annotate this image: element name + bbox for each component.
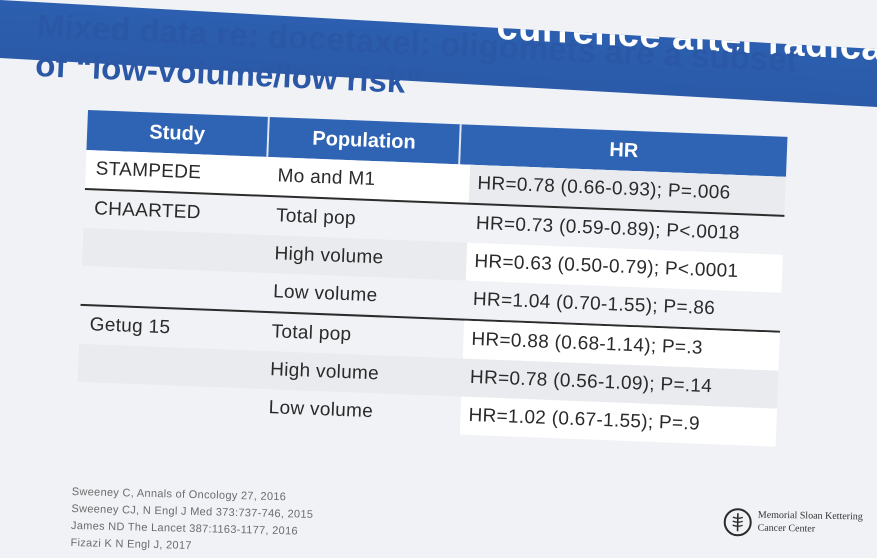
cell-study [92,228,93,266]
cell-study [86,382,87,420]
cell-study: STAMPEDE [95,150,202,192]
cell-population: Low volume [268,389,374,431]
references: Sweeney C, Annals of Oncology 27, 2016 S… [70,484,314,558]
cell-study [88,344,89,382]
cell-population: Total pop [275,197,356,238]
slide-title: Mixed data re: docetaxel: oligomets are … [34,6,877,122]
cell-study: Getug 15 [89,306,171,347]
cell-population: High volume [274,235,384,277]
cell-population: High volume [269,351,379,393]
cell-study [91,266,92,304]
cell-population: Low volume [272,273,378,315]
cell-population: Mo and M1 [277,157,376,199]
results-table: Study Population HR STAMPEDE Mo and M1 H… [76,110,787,447]
mskcc-logo: Memorial Sloan Kettering Cancer Center [723,506,876,545]
logo-text: Memorial Sloan Kettering Cancer Center [758,509,863,537]
caduceus-icon [723,508,751,536]
header-study: Study [86,110,269,157]
logo-line-2: Cancer Center [758,522,863,537]
cell-population: Total pop [271,313,352,354]
cell-study: CHAARTED [93,190,201,232]
